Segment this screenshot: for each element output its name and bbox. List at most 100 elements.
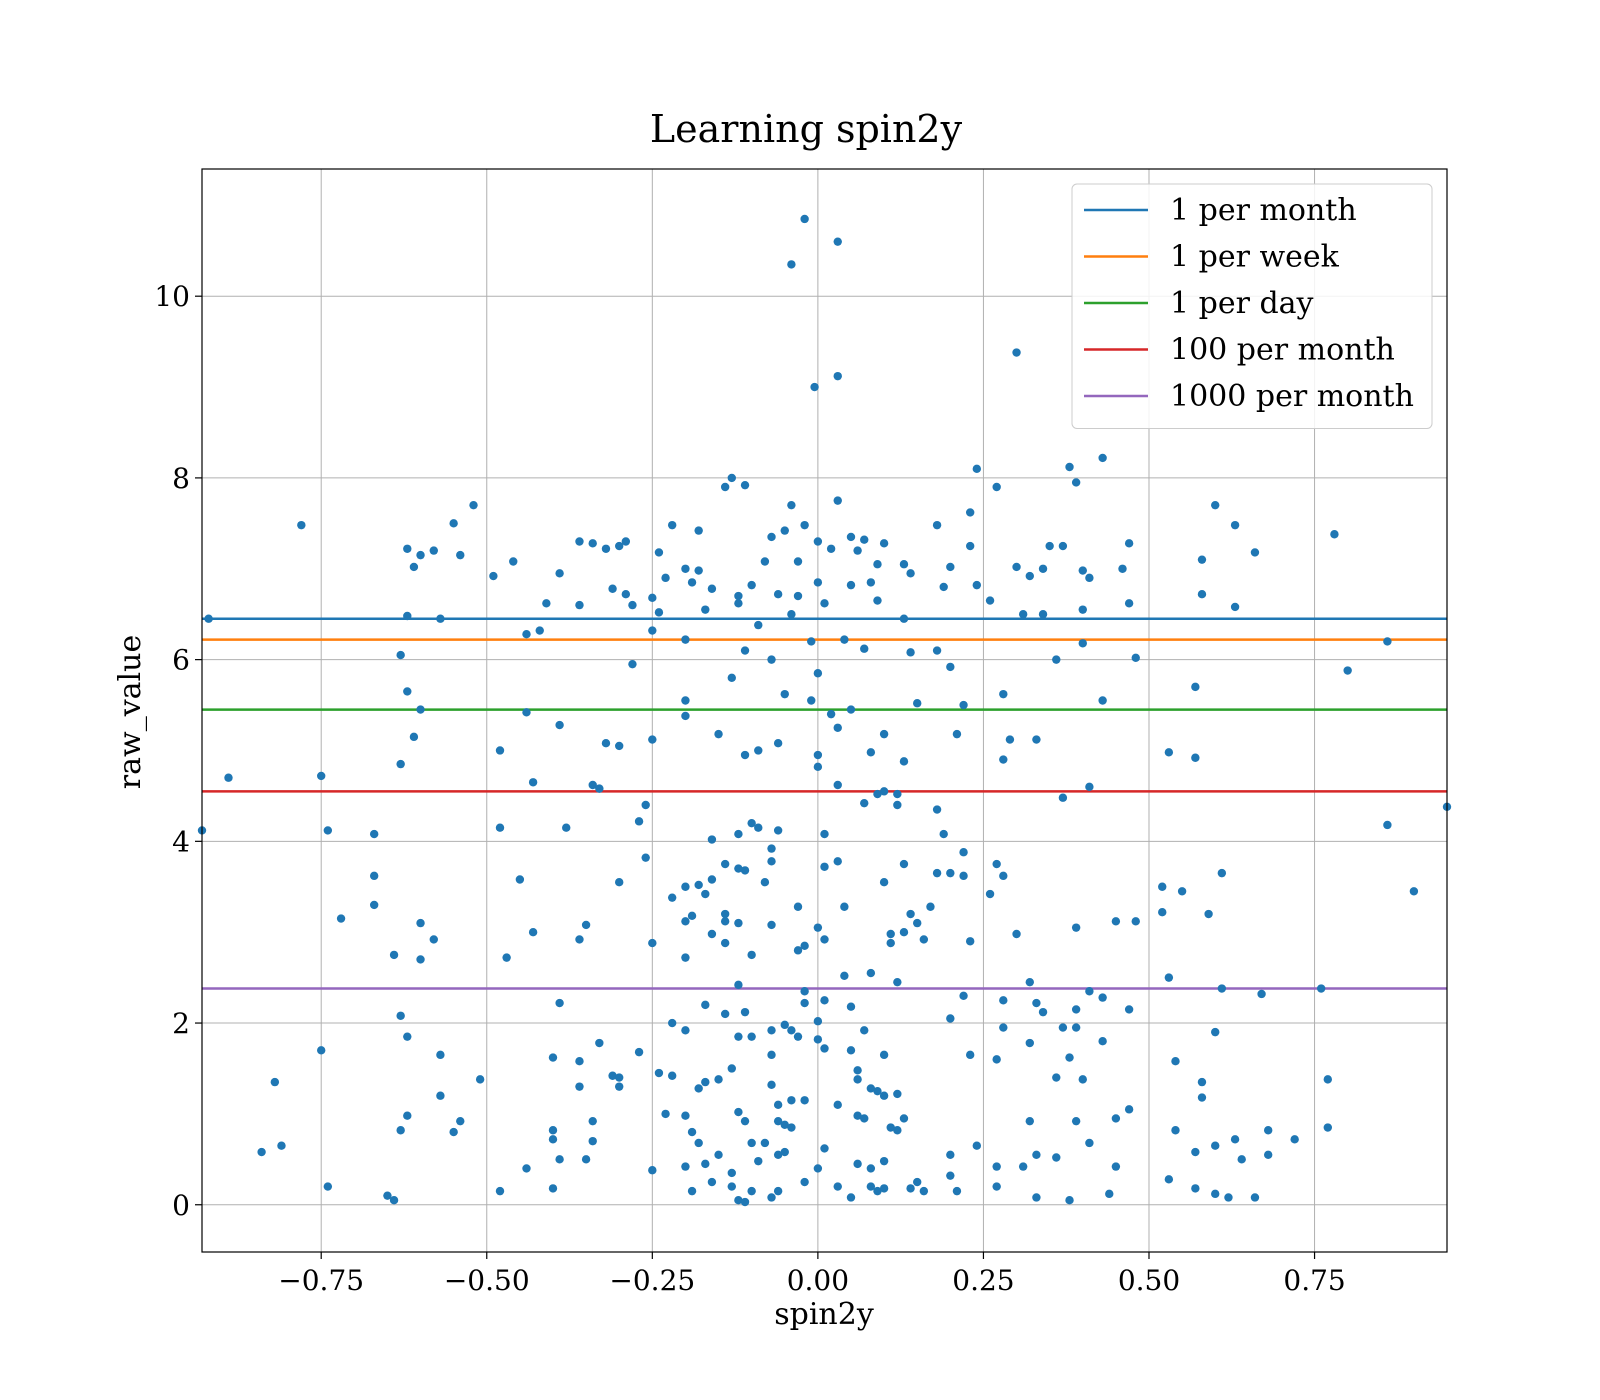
data-point	[1032, 998, 1041, 1008]
data-point	[787, 1123, 796, 1132]
data-point	[846, 1002, 856, 1011]
data-point	[860, 1026, 869, 1035]
data-point	[773, 1150, 783, 1159]
data-point	[694, 566, 703, 575]
data-point	[588, 1136, 597, 1146]
data-point	[323, 1182, 333, 1191]
data-point	[754, 746, 763, 755]
data-point	[336, 914, 346, 923]
data-point	[747, 1138, 756, 1148]
chart-title: Learning spin2y	[650, 107, 963, 151]
data-point	[1263, 1150, 1273, 1159]
data-point	[946, 1171, 955, 1180]
data-point	[747, 1186, 756, 1196]
data-point	[1158, 907, 1167, 917]
data-point	[403, 1111, 412, 1120]
data-point	[436, 1050, 445, 1060]
data-point	[1025, 1116, 1034, 1126]
data-point	[1124, 1005, 1134, 1014]
data-point	[1191, 1184, 1200, 1193]
data-point	[773, 1100, 783, 1110]
data-point	[740, 646, 750, 655]
data-point	[1005, 735, 1015, 744]
data-point	[595, 784, 604, 793]
data-point	[416, 550, 425, 560]
data-point	[641, 800, 650, 810]
data-point	[906, 1184, 915, 1193]
data-point	[787, 1096, 796, 1105]
data-point	[436, 1091, 445, 1100]
data-point	[456, 1116, 465, 1126]
data-point	[601, 739, 611, 748]
data-point	[409, 732, 419, 742]
data-point	[893, 1126, 902, 1135]
data-point	[820, 862, 829, 871]
data-point	[965, 508, 975, 517]
data-point	[1124, 599, 1134, 608]
data-point	[932, 646, 942, 655]
data-point	[1211, 500, 1220, 510]
data-point	[860, 798, 869, 808]
data-point	[548, 1053, 558, 1062]
data-point	[1058, 541, 1068, 551]
data-point	[323, 826, 333, 835]
legend-label: 1 per day	[1170, 286, 1314, 321]
data-point	[773, 826, 783, 835]
data-point	[396, 759, 405, 769]
data-point	[429, 935, 438, 944]
data-point	[548, 1184, 558, 1193]
data-point	[860, 1114, 869, 1123]
data-point	[687, 1186, 697, 1196]
data-point	[800, 941, 809, 951]
data-point	[767, 1026, 776, 1035]
data-point	[727, 673, 736, 682]
data-point	[985, 596, 995, 605]
data-point	[985, 889, 995, 899]
data-point	[648, 593, 657, 603]
data-point	[767, 532, 776, 542]
data-point	[562, 823, 571, 832]
data-point	[575, 935, 584, 944]
data-point	[1197, 1077, 1207, 1087]
data-point	[681, 635, 690, 644]
data-point	[833, 237, 842, 246]
data-point	[615, 741, 624, 751]
data-point	[1250, 548, 1260, 557]
data-point	[773, 1116, 783, 1126]
data-point	[740, 750, 750, 760]
data-point	[542, 599, 551, 608]
data-point	[634, 817, 644, 826]
data-point	[608, 584, 617, 593]
data-point	[1111, 1162, 1121, 1171]
data-point	[800, 987, 809, 996]
data-point	[1098, 993, 1107, 1002]
data-point	[853, 1075, 862, 1084]
data-point	[641, 853, 650, 862]
data-point	[1111, 917, 1121, 926]
data-point	[800, 214, 809, 224]
data-point	[992, 1182, 1001, 1191]
data-point	[535, 626, 544, 635]
data-point	[515, 875, 525, 884]
data-point	[767, 1080, 776, 1090]
data-point	[919, 1186, 929, 1196]
data-point	[833, 496, 842, 505]
data-point	[946, 1150, 955, 1159]
data-point	[932, 805, 942, 814]
data-point	[833, 1182, 842, 1191]
data-point	[740, 1116, 750, 1126]
data-point	[416, 955, 425, 964]
data-point	[694, 1138, 703, 1148]
y-tick-label: 6	[172, 644, 190, 677]
data-point	[270, 1077, 280, 1087]
data-point	[1065, 1053, 1074, 1062]
data-point	[807, 696, 816, 705]
data-point	[846, 1193, 856, 1202]
data-point	[1071, 478, 1081, 487]
y-tick-label: 10	[154, 280, 190, 313]
data-point	[879, 729, 889, 739]
data-point	[893, 977, 902, 987]
data-point	[853, 1159, 862, 1169]
data-point	[575, 1082, 584, 1091]
data-point	[740, 1007, 750, 1017]
